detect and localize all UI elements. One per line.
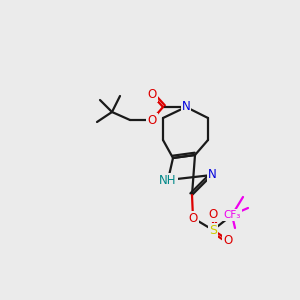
Text: N: N: [208, 169, 216, 182]
Text: S: S: [209, 224, 217, 236]
Text: O: O: [224, 233, 232, 247]
Text: O: O: [147, 88, 157, 101]
Text: N: N: [182, 100, 190, 113]
Text: NH: NH: [159, 173, 177, 187]
Text: O: O: [208, 208, 217, 221]
Text: O: O: [188, 212, 198, 224]
Text: CF₃: CF₃: [223, 210, 241, 220]
Text: O: O: [147, 113, 157, 127]
